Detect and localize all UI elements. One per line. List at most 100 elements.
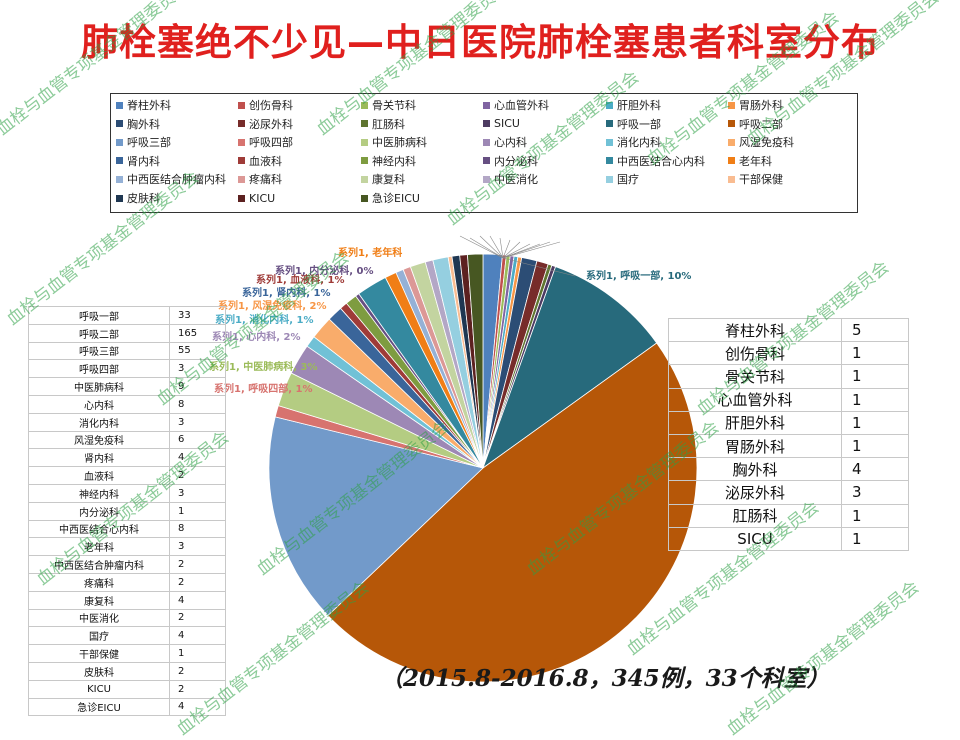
legend-item: 肾内科 <box>116 153 160 169</box>
legend-label: 中西医结合肿瘤内科 <box>127 173 226 187</box>
legend-swatch <box>728 138 735 146</box>
legend-swatch <box>361 194 368 202</box>
legend-item: 骨关节科 <box>361 97 416 113</box>
legend-label: 老年科 <box>739 154 772 168</box>
leader-line <box>502 241 561 259</box>
department-cell: 中医消化 <box>28 608 170 628</box>
table-row: 中医肺病科 9 <box>28 377 226 396</box>
legend-swatch <box>238 194 245 202</box>
legend-swatch <box>483 138 490 146</box>
legend-label: 肛肠科 <box>372 117 405 131</box>
legend-swatch <box>728 157 735 165</box>
legend-swatch <box>116 101 123 109</box>
legend-label: 神经内科 <box>372 154 416 168</box>
table-row: 风湿免疫科 6 <box>28 430 226 450</box>
count-cell: 4 <box>169 448 226 468</box>
legend-swatch <box>116 157 123 165</box>
leader-line <box>459 235 504 259</box>
data-label: 系列1, 中医肺病科, 3% <box>209 360 318 373</box>
legend-item: 消化内科 <box>606 134 661 150</box>
legend-item: SICU <box>483 116 520 132</box>
table-row: 肾内科 4 <box>28 448 226 468</box>
legend-item: 泌尿外科 <box>238 116 293 132</box>
leader-line <box>489 235 504 259</box>
department-cell: 康复科 <box>28 590 170 610</box>
legend-item: 干部保健 <box>728 171 783 187</box>
legend-swatch <box>238 120 245 128</box>
legend-label: 中医消化 <box>494 173 538 187</box>
department-cell: 呼吸二部 <box>28 323 170 343</box>
department-cell: 呼吸一部 <box>28 306 170 325</box>
table-row: 骨关节科 1 <box>668 364 909 389</box>
count-cell: 2 <box>169 661 226 681</box>
department-cell: 中医肺病科 <box>28 377 170 396</box>
count-cell: 3 <box>169 359 226 379</box>
data-label: 系列1, 心内科, 2% <box>212 330 301 343</box>
legend-item: 呼吸一部 <box>606 116 661 132</box>
count-cell: 55 <box>169 341 226 361</box>
legend-swatch <box>483 120 490 128</box>
legend-item: 心血管外科 <box>483 97 549 113</box>
table-row: KICU 2 <box>28 679 226 699</box>
legend-label: 心血管外科 <box>494 99 549 112</box>
footnote: （2015.8-2016.8，345例，33个科室） <box>380 665 830 692</box>
data-label: 系列1, 内分泌科, 0% <box>275 264 374 277</box>
count-cell: 8 <box>169 519 226 539</box>
count-cell: 2 <box>169 572 226 592</box>
count-cell: 9 <box>169 377 226 396</box>
legend-item: 内分泌科 <box>483 153 538 169</box>
legend-swatch <box>606 175 613 183</box>
legend-item: 胸外科 <box>116 116 160 132</box>
table-row: 肝胆外科 1 <box>668 410 909 435</box>
count-cell: 4 <box>841 457 909 482</box>
count-cell: 1 <box>841 387 909 412</box>
table-row: 脊柱外科 5 <box>668 317 909 343</box>
legend-swatch <box>116 120 123 128</box>
legend-item: 老年科 <box>728 153 772 169</box>
count-cell: 3 <box>841 480 909 505</box>
legend-swatch <box>238 175 245 183</box>
count-cell: 2 <box>169 679 226 699</box>
department-cell: 风湿免疫科 <box>28 430 170 450</box>
leader-line <box>502 243 531 259</box>
count-cell: 1 <box>841 433 909 459</box>
count-cell: 4 <box>169 697 226 717</box>
department-cell: 血液科 <box>28 466 170 485</box>
leader-line <box>479 235 504 259</box>
legend-label: 心内科 <box>494 136 527 150</box>
legend-label: 国疗 <box>617 173 639 187</box>
legend-label: 内分泌科 <box>494 154 538 168</box>
legend-label: KICU <box>249 191 276 205</box>
count-cell: 1 <box>841 503 909 528</box>
table-row: SICU 1 <box>668 526 909 551</box>
table-row: 创伤骨科 1 <box>668 341 909 366</box>
legend-label: 脊柱外科 <box>127 99 171 112</box>
legend-label: 创伤骨科 <box>249 99 293 112</box>
count-cell: 2 <box>169 555 226 574</box>
legend-swatch <box>361 157 368 165</box>
legend-swatch <box>483 157 490 165</box>
department-cell: 中西医结合肿瘤内科 <box>28 555 170 574</box>
legend-label: 风湿免疫科 <box>739 136 794 150</box>
legend-swatch <box>606 138 613 146</box>
table-row: 皮肤科 2 <box>28 661 226 681</box>
department-cell: 创伤骨科 <box>668 341 842 366</box>
data-label: 系列1, 消化内科, 1% <box>215 313 314 326</box>
legend-label: 呼吸一部 <box>617 117 661 131</box>
legend-item: 血液科 <box>238 153 282 169</box>
slide-title: 肺栓塞绝不少见—中日医院肺栓塞患者科室分布 <box>81 21 879 64</box>
legend-item: 康复科 <box>361 171 405 187</box>
department-cell: 干部保健 <box>28 644 170 663</box>
department-cell: 肾内科 <box>28 448 170 468</box>
legend-swatch <box>116 175 123 183</box>
department-cell: 心内科 <box>28 394 170 414</box>
department-cell: 胸外科 <box>668 457 842 482</box>
count-cell: 3 <box>169 483 226 503</box>
legend-item: 皮肤科 <box>116 190 160 206</box>
legend-label: 泌尿外科 <box>249 117 293 131</box>
legend-swatch <box>238 138 245 146</box>
table-row: 心内科 8 <box>28 394 226 414</box>
pie-slice <box>268 416 484 617</box>
legend-item: 心内科 <box>483 134 527 150</box>
table-row: 老年科 3 <box>28 537 226 557</box>
